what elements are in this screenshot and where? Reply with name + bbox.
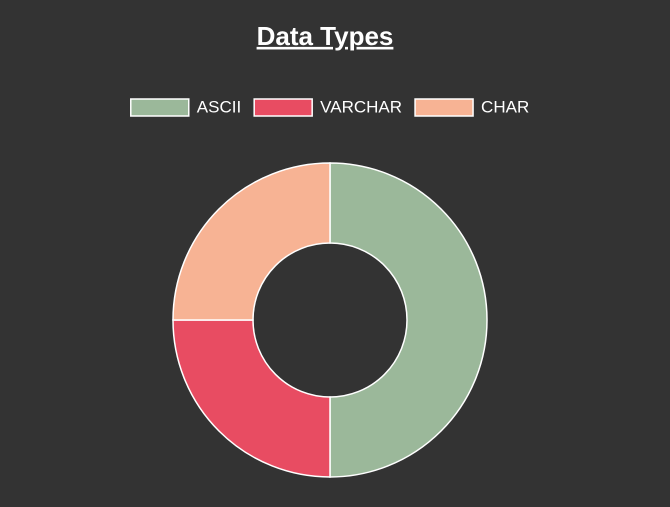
doughnut-slice <box>329 162 488 478</box>
doughnut-slice <box>172 162 331 321</box>
legend-label: VARCHAR <box>320 97 402 116</box>
legend-swatch <box>253 98 313 117</box>
legend-label: ASCII <box>197 97 241 116</box>
legend-label: CHAR <box>481 97 529 116</box>
chart-title: Data Types <box>257 21 394 51</box>
doughnut-slice <box>172 319 331 478</box>
legend-swatch <box>414 98 474 117</box>
legend-swatch <box>130 98 190 117</box>
